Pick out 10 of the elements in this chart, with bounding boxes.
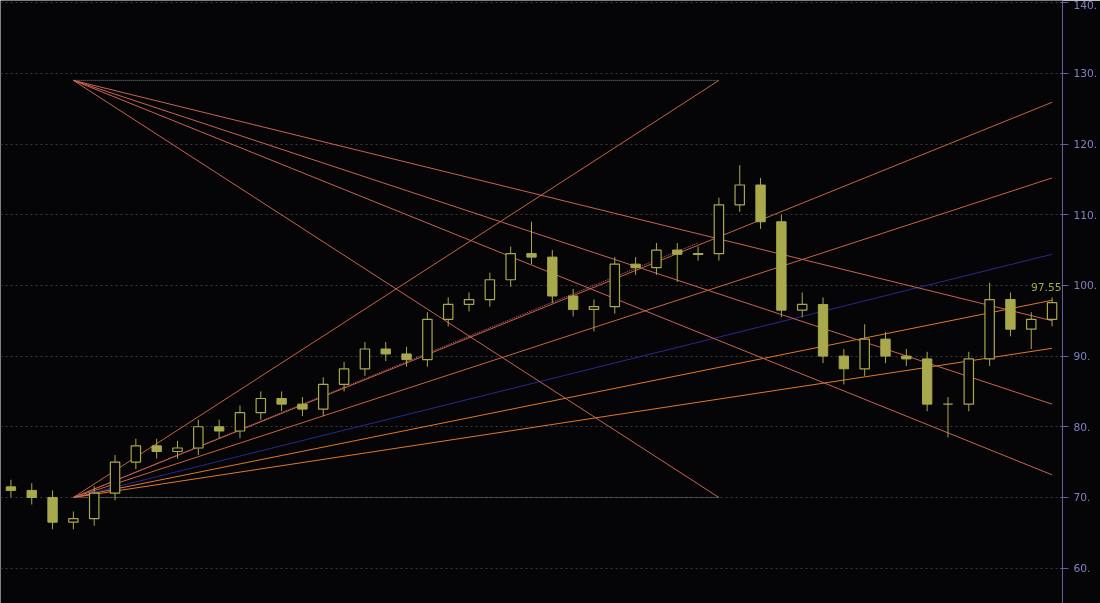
y-tick-label: 100. [1073,279,1098,293]
y-tick-label: 90. [1073,350,1091,364]
y-tick-label: 80. [1073,420,1091,434]
y-tick-label: 120. [1073,138,1098,151]
annotation: 97.55 [1030,280,1062,294]
y-tick-label: 130. [1073,67,1098,81]
y-tick-label: 60. [1073,562,1091,576]
y-tick-label: 140. [1073,0,1098,12]
y-tick-label: 110. [1073,208,1098,222]
y-tick-label: 70. [1073,491,1091,505]
